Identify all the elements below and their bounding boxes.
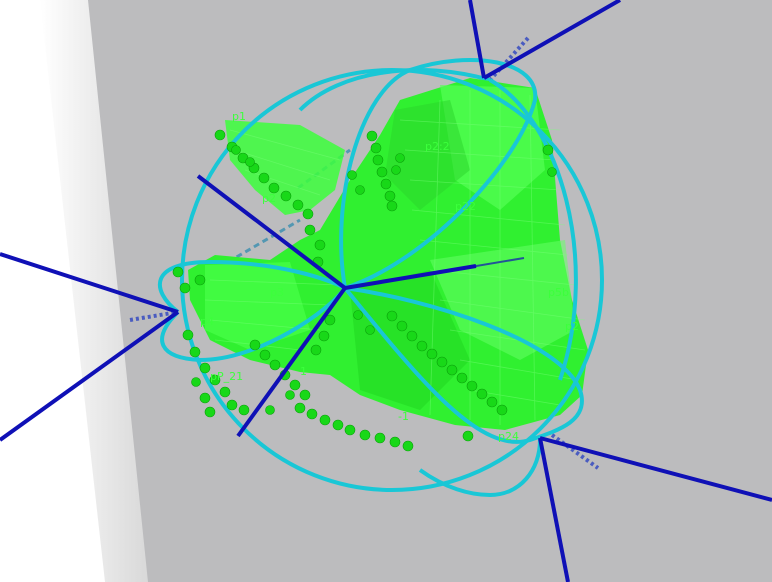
molecular-surface bbox=[188, 78, 588, 430]
atom-label: p2 bbox=[262, 192, 276, 205]
orbit-ring-right bbox=[343, 286, 584, 444]
atom-label: pP_21 bbox=[210, 370, 243, 383]
atom-label: 1 bbox=[300, 365, 307, 378]
orbit-ring-outer bbox=[180, 68, 604, 492]
orbit-rings-back bbox=[298, 68, 491, 112]
axis-line-bottom-2 bbox=[538, 437, 570, 582]
atom-label: p24 bbox=[498, 430, 519, 443]
axis-line-bottom-1 bbox=[539, 436, 772, 502]
atom-label: p2:2 bbox=[425, 140, 450, 153]
atom-label: p22 bbox=[455, 200, 476, 213]
atom-label: p2 bbox=[565, 320, 579, 333]
axis-stick-lower-left bbox=[236, 286, 347, 438]
axis-line-top-1 bbox=[468, 0, 486, 79]
atom-labels: p1 p2 p3 pP_21 p2:2 p5b p2 1 p4 p22 p24 … bbox=[200, 110, 579, 443]
orbit-ring-top bbox=[339, 58, 538, 290]
orbit-ring-back-1 bbox=[298, 68, 491, 112]
axis-stick-upper-left bbox=[196, 174, 347, 290]
atom-label: p3 bbox=[270, 286, 284, 299]
orbit-ring-arc-1 bbox=[489, 78, 578, 381]
atom-label: -1 bbox=[398, 410, 409, 423]
atoms bbox=[172, 129, 557, 452]
axis-line-left-2 bbox=[0, 310, 180, 442]
atom-label: p4 bbox=[200, 315, 214, 328]
orbit-rings bbox=[157, 58, 604, 498]
dashed-axes bbox=[129, 36, 600, 470]
axis-line-left-1 bbox=[0, 252, 179, 314]
orbit-ring-arc-2 bbox=[418, 439, 542, 498]
atom-label: p1 bbox=[232, 110, 246, 123]
atom-label: p5b bbox=[548, 286, 569, 299]
dashed-axis-left bbox=[129, 310, 179, 322]
axis-line-top-2 bbox=[483, 0, 621, 80]
